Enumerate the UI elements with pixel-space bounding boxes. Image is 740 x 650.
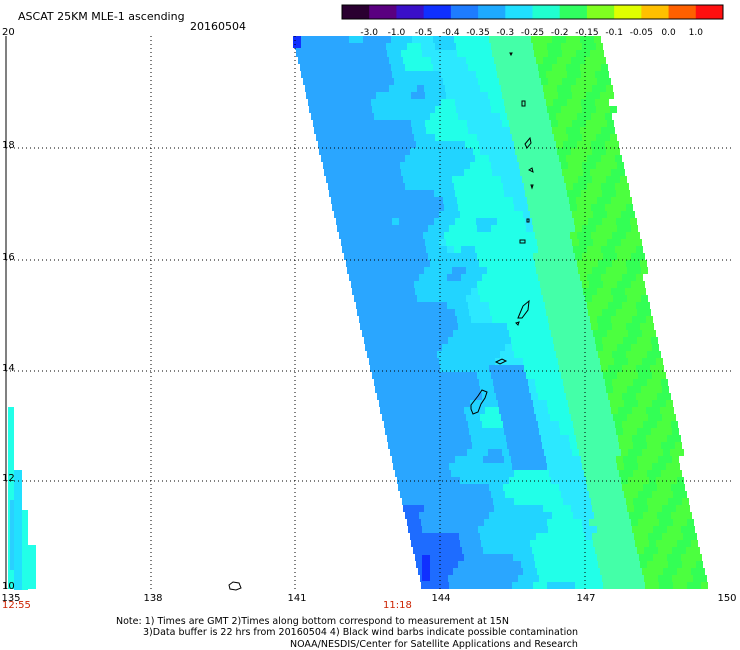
island-outline: [509, 52, 513, 57]
island-outline: [494, 358, 508, 365]
product-title: ASCAT 25KM MLE-1 ascending: [18, 10, 185, 23]
time-label-left: 12:55: [2, 600, 31, 611]
island-outline: [515, 321, 520, 326]
colorbar-segment: [559, 5, 588, 19]
lon-label-150: 150: [717, 593, 737, 604]
colorbar-segment: [614, 5, 642, 19]
colorbar-segment: [478, 5, 506, 19]
colorbar-tick-label: -0.4: [442, 28, 460, 38]
colorbar-segment: [396, 5, 425, 19]
island-outline: [521, 100, 526, 107]
colorbar-tick-label: -0.2: [550, 28, 569, 38]
lon-label-138: 138: [143, 593, 163, 604]
colorbar-tick-label: -0.05: [629, 28, 653, 38]
product-date: 20160504: [190, 20, 246, 33]
island-outline: [524, 136, 532, 149]
lon-label-147: 147: [576, 593, 596, 604]
left-swath-edge: [8, 407, 36, 590]
island-outline: [519, 239, 526, 244]
colorbar: [341, 4, 724, 20]
colorbar-tick-label: -1.0: [387, 28, 406, 38]
lon-label-144: 144: [431, 593, 451, 604]
colorbar-tick-label: -0.3: [496, 28, 515, 38]
colorbar-segment: [532, 5, 561, 19]
colorbar-tick-label: 1.0: [688, 28, 703, 38]
footer-note-1: Note: 1) Times are GMT 2)Times along bot…: [116, 616, 509, 627]
colorbar-segment: [695, 5, 724, 19]
colorbar-segment: [586, 5, 615, 19]
lat-lon-grid: [5, 36, 731, 589]
colorbar-tick-label: -3.0: [360, 28, 378, 38]
time-label-mid: 11:18: [383, 600, 412, 611]
lat-label-10: 10: [2, 581, 15, 592]
lat-label-16: 16: [2, 252, 15, 263]
colorbar-segment: [505, 5, 533, 19]
colorbar-segment: [668, 5, 697, 19]
lat-label-14: 14: [2, 363, 15, 374]
island-outline: [526, 218, 530, 223]
colorbar-segment: [450, 5, 479, 19]
colorbar-tick-label: 0.0: [661, 28, 676, 38]
colorbar-tick-label: -0.25: [520, 28, 545, 38]
island-outline: [228, 581, 242, 591]
lon-label-135: 135: [1, 593, 21, 604]
island-outline: [517, 299, 530, 319]
island-outline: [528, 167, 534, 173]
lat-label-20: 20: [2, 27, 15, 38]
lon-label-141: 141: [287, 593, 307, 604]
island-outline: [530, 184, 534, 190]
colorbar-segment: [423, 5, 452, 19]
colorbar-tick-label: -0.35: [466, 28, 490, 38]
island-outline: [470, 389, 488, 415]
colorbar-tick-label: -0.15: [575, 28, 599, 38]
lat-label-18: 18: [2, 140, 15, 151]
colorbar-segment: [369, 5, 397, 19]
colorbar-segment: [641, 5, 670, 19]
footer-credit: NOAA/NESDIS/Center for Satellite Applica…: [290, 639, 578, 650]
lat-label-12: 12: [2, 473, 15, 484]
footer-note-2: 3)Data buffer is 22 hrs from 20160504 4)…: [143, 627, 579, 638]
scatterometer-swath: [293, 36, 708, 589]
colorbar-tick-label: -0.1: [605, 28, 623, 38]
colorbar-segment: [342, 5, 370, 19]
island-outlines: [228, 52, 534, 591]
colorbar-tick-label: -0.5: [414, 28, 433, 38]
